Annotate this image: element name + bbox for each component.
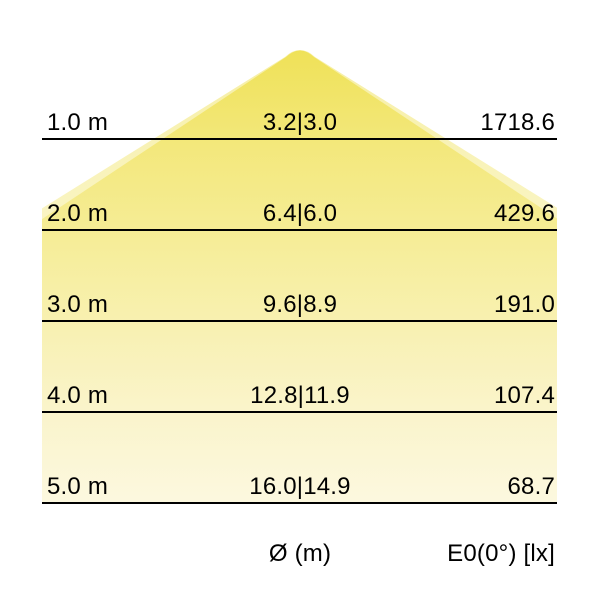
illuminance-value: 68.7 [507,473,555,500]
diameter-value: 12.8|11.9 [250,382,350,409]
inner-beam-cone [42,50,557,503]
distance-line-2m [42,229,557,231]
diameter-value: 9.6|8.9 [262,291,338,318]
illuminance-value: 107.4 [493,382,555,409]
diameter-axis-label: Ø (m) [268,540,332,567]
illuminance-value: 429.6 [493,200,555,227]
distance-label: 4.0 m [47,382,109,409]
illuminance-value: 1718.6 [480,109,555,136]
diameter-value: 3.2|3.0 [262,109,338,136]
distance-label: 1.0 m [47,109,109,136]
distance-line-1m [42,138,557,140]
illuminance-axis-label: E0(0°) [lx] [447,540,555,567]
distance-line-3m [42,320,557,322]
distance-line-5m [42,502,557,504]
diameter-value: 6.4|6.0 [262,200,338,227]
distance-label: 3.0 m [47,291,109,318]
distance-label: 5.0 m [47,473,109,500]
distance-line-4m [42,411,557,413]
diameter-value: 16.0|14.9 [249,473,351,500]
distance-label: 2.0 m [47,200,109,227]
illuminance-value: 191.0 [493,291,555,318]
